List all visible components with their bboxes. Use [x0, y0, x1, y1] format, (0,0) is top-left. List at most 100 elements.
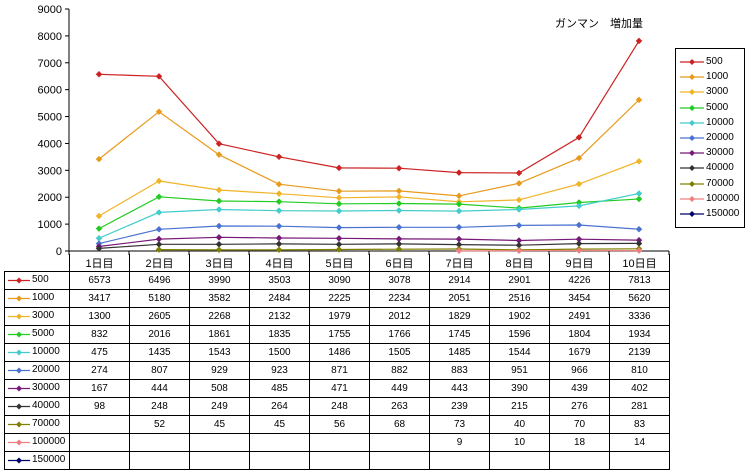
table-cell: 215 — [490, 398, 550, 416]
table-cell — [70, 416, 130, 434]
table-row-label: 40000 — [5, 398, 70, 416]
table-cell: 807 — [130, 362, 190, 380]
data-point — [156, 247, 162, 253]
data-point — [396, 165, 402, 171]
table-cell: 883 — [430, 362, 490, 380]
legend-swatch — [679, 72, 705, 82]
table-cell: 1835 — [250, 326, 310, 344]
row-series-name: 100000 — [32, 436, 65, 447]
y-tick-label: 2000 — [38, 192, 62, 204]
data-point — [396, 224, 402, 230]
data-point — [336, 165, 342, 171]
table-cell: 2516 — [490, 290, 550, 308]
data-point — [456, 193, 462, 199]
data-point — [276, 235, 282, 241]
table-cell: 2016 — [130, 326, 190, 344]
table-row-label: 100000 — [5, 434, 70, 452]
table-header-cell: 7日目 — [430, 254, 490, 272]
table-cell: 18 — [550, 434, 610, 452]
table-cell: 475 — [70, 344, 130, 362]
series-5000 — [96, 194, 642, 232]
table-cell: 1934 — [610, 326, 670, 344]
table-cell: 248 — [310, 398, 370, 416]
table-cell: 929 — [190, 362, 250, 380]
data-point — [516, 222, 522, 228]
table-cell: 390 — [490, 380, 550, 398]
row-series-name: 20000 — [32, 364, 60, 375]
legend-swatch — [679, 163, 705, 173]
table-cell: 3503 — [250, 272, 310, 290]
table-cell: 923 — [250, 362, 310, 380]
data-point — [576, 222, 582, 228]
row-series-name: 500 — [32, 274, 49, 285]
table-cell: 73 — [430, 416, 490, 434]
series-500 — [96, 38, 642, 176]
data-point — [276, 199, 282, 205]
table-cell: 2051 — [430, 290, 490, 308]
table-header-cell: 3日目 — [190, 254, 250, 272]
row-series-name: 30000 — [32, 382, 60, 393]
series-line — [99, 243, 639, 248]
table-cell: 1505 — [370, 344, 430, 362]
legend-item: 3000 — [676, 85, 744, 99]
legend-label: 100000 — [706, 192, 739, 206]
table-cell: 3454 — [550, 290, 610, 308]
data-point — [156, 178, 162, 184]
table-cell — [550, 452, 610, 470]
series-30000 — [96, 234, 642, 249]
legend-swatch — [679, 148, 705, 158]
table-row-label: 10000 — [5, 344, 70, 362]
table-cell: 1500 — [250, 344, 310, 362]
table-cell: 263 — [370, 398, 430, 416]
y-tick-label: 5000 — [38, 112, 62, 124]
data-point — [336, 201, 342, 207]
series-line — [99, 237, 639, 246]
data-point — [576, 134, 582, 140]
legend-item: 20000 — [676, 131, 744, 145]
row-swatch — [7, 312, 31, 321]
legend-item: 150000 — [676, 207, 744, 221]
table-cell: 1544 — [490, 344, 550, 362]
y-tick-label: 9000 — [38, 4, 62, 16]
table-row-label: 20000 — [5, 362, 70, 380]
data-point — [216, 241, 222, 247]
table-cell: 56 — [310, 416, 370, 434]
data-point — [516, 248, 522, 254]
table-cell — [70, 452, 130, 470]
row-swatch — [7, 384, 31, 393]
legend-swatch — [679, 179, 705, 189]
data-point — [96, 226, 102, 232]
table-cell: 1804 — [550, 326, 610, 344]
legend-item: 5000 — [676, 101, 744, 115]
row-series-name: 40000 — [32, 400, 60, 411]
table-cell: 5620 — [610, 290, 670, 308]
table-corner — [5, 254, 70, 272]
table-cell: 83 — [610, 416, 670, 434]
data-point — [156, 209, 162, 215]
table-cell: 449 — [370, 380, 430, 398]
data-point — [396, 194, 402, 200]
table-cell: 471 — [310, 380, 370, 398]
data-point — [336, 235, 342, 241]
data-point — [636, 38, 642, 44]
table-header-cell: 10日目 — [610, 254, 670, 272]
data-point — [156, 226, 162, 232]
table-cell — [310, 434, 370, 452]
table-header-cell: 6日目 — [370, 254, 430, 272]
y-tick-label: 6000 — [38, 85, 62, 97]
table-cell: 9 — [430, 434, 490, 452]
table-cell: 10 — [490, 434, 550, 452]
table-cell: 1543 — [190, 344, 250, 362]
table-cell — [190, 452, 250, 470]
row-swatch — [7, 294, 31, 303]
legend-swatch — [679, 209, 705, 219]
row-series-name: 70000 — [32, 418, 60, 429]
data-point — [276, 223, 282, 229]
table-cell — [430, 452, 490, 470]
data-point — [636, 196, 642, 202]
data-point — [276, 241, 282, 247]
